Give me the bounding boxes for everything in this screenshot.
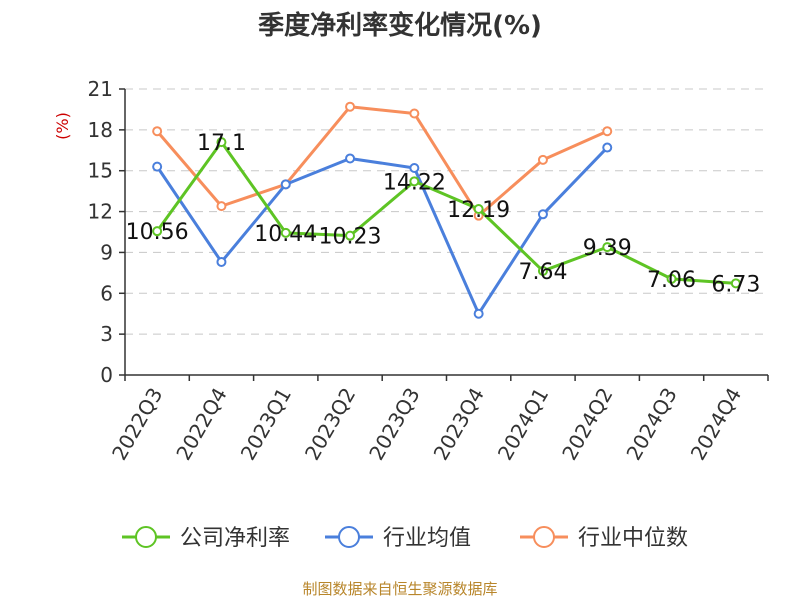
data-point-2 (216, 201, 227, 212)
x-tick-label: 2023Q4 (429, 384, 489, 465)
y-tick-label: 15 (88, 159, 113, 183)
x-tick-label: 2022Q3 (107, 384, 167, 465)
data-point-0 (602, 242, 613, 253)
data-label: 17.1 (197, 131, 246, 156)
data-label: 12.19 (447, 198, 510, 223)
legend-item-0[interactable]: 公司净利率 (122, 526, 290, 551)
data-label: 10.56 (126, 220, 189, 245)
data-point-0 (666, 273, 677, 284)
data-point-0 (152, 226, 163, 237)
data-label: 7.64 (518, 260, 567, 285)
series-line-0 (155, 140, 736, 285)
series-line-1 (155, 146, 609, 316)
data-label: 7.06 (647, 268, 696, 293)
data-label: 6.73 (711, 272, 760, 297)
data-point-1 (473, 308, 484, 319)
source-note: 制图数据来自恒生聚源数据库 (302, 580, 497, 598)
y-tick-label: 3 (100, 322, 113, 346)
data-label: 14.22 (383, 170, 446, 195)
data-point-1 (602, 142, 613, 153)
x-tick-label: 2024Q3 (621, 384, 681, 465)
legend-marker (338, 526, 360, 548)
x-tick-label: 2022Q4 (171, 384, 231, 465)
data-point-1 (345, 153, 356, 164)
x-tick-label: 2024Q2 (557, 384, 617, 465)
legend-marker (135, 526, 157, 548)
y-tick-label: 0 (100, 363, 113, 387)
data-point-0 (473, 203, 484, 214)
y-tick-label: 12 (88, 200, 113, 224)
y-tick-label: 21 (88, 77, 113, 101)
chart-title: 季度净利率变化情况(%) (258, 10, 542, 41)
legend-label: 行业均值 (383, 526, 471, 551)
data-point-0 (409, 176, 420, 187)
data-point-2 (537, 154, 548, 165)
x-tick-label: 2023Q2 (300, 384, 360, 465)
data-point-0 (280, 227, 291, 238)
data-point-2 (409, 108, 420, 119)
data-point-2 (602, 126, 613, 137)
data-point-2 (345, 101, 356, 112)
data-point-1 (537, 209, 548, 220)
legend-label: 公司净利率 (180, 526, 290, 551)
data-point-2 (152, 126, 163, 137)
x-tick-label: 2023Q3 (364, 384, 424, 465)
legend[interactable]: 公司净利率 行业均值 行业中位数 (122, 526, 688, 551)
data-point-0 (537, 265, 548, 276)
x-tick-label: 2024Q1 (493, 384, 553, 465)
data-point-0 (345, 230, 356, 241)
y-axis-label: (%) (53, 112, 72, 140)
data-point-0 (730, 278, 741, 289)
data-point-1 (152, 161, 163, 172)
legend-item-1[interactable]: 行业均值 (325, 526, 471, 551)
series-lines (152, 101, 741, 319)
data-point-0 (216, 137, 227, 148)
data-point-1 (216, 256, 227, 267)
series-line-2 (156, 105, 608, 218)
y-tick-label: 9 (100, 240, 113, 264)
data-label: 10.23 (319, 225, 382, 250)
y-tick-label: 6 (100, 281, 113, 305)
x-tick-label: 2023Q1 (236, 384, 296, 465)
data-label: 9.39 (583, 236, 632, 261)
data-point-1 (409, 162, 420, 173)
legend-label: 行业中位数 (578, 526, 688, 551)
legend-marker (533, 526, 555, 548)
legend-item-2[interactable]: 行业中位数 (520, 526, 688, 551)
grid-lines (125, 88, 768, 335)
data-label: 10.44 (254, 222, 317, 247)
y-tick-label: 18 (88, 118, 113, 142)
x-tick-label: 2024Q4 (686, 384, 746, 465)
data-point-1 (280, 179, 291, 190)
